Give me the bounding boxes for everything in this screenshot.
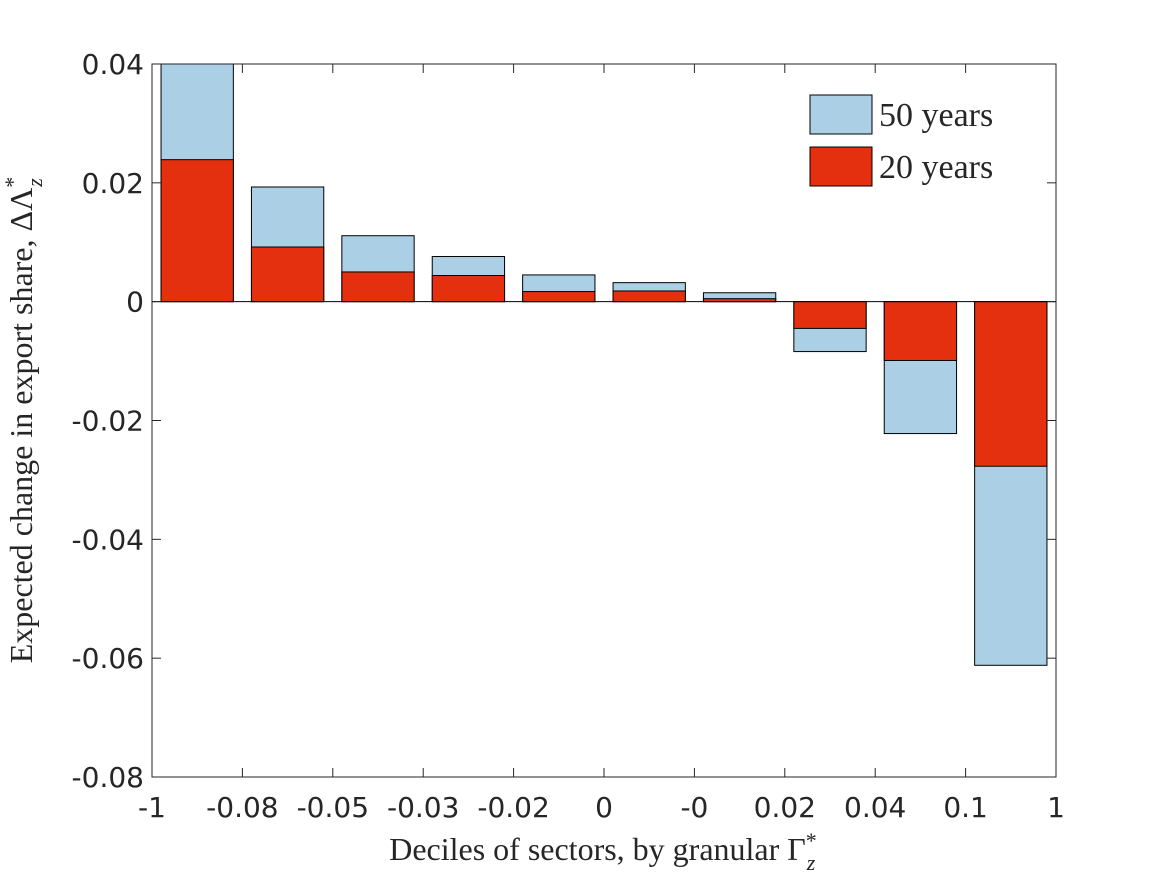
bar	[612, 290, 686, 303]
y-axis-label: Expected change in export share, ΔΛ*z	[0, 177, 47, 664]
bar	[974, 301, 1048, 467]
x-tick-label: 1	[1047, 791, 1065, 824]
y-tick-label: 0	[126, 286, 144, 319]
y-label-text: Expected change in export share, ΔΛ	[3, 188, 39, 664]
bar	[883, 301, 958, 361]
x-label-text: Deciles of sectors, by granular Γ	[389, 831, 806, 867]
legend-label: 50 years	[879, 97, 993, 134]
x-tick-label: -0.05	[297, 791, 369, 824]
y-tick-label: -0.06	[72, 642, 144, 675]
legend-swatch	[809, 146, 873, 187]
y-tick-label: -0.02	[72, 405, 144, 438]
x-tick-label: 0.1	[943, 791, 988, 824]
x-tick-label: 0.04	[844, 791, 906, 824]
y-tick-label: -0.04	[72, 523, 144, 556]
x-tick-label: 0	[595, 791, 613, 824]
bar	[160, 159, 234, 303]
y-label-sub: z	[22, 178, 47, 188]
bar	[250, 246, 325, 303]
x-tick-label: -0.03	[387, 791, 459, 824]
x-axis-label: Deciles of sectors, by granular Γ* z	[389, 828, 817, 875]
legend-swatch	[809, 94, 873, 135]
x-tick-label: -1	[138, 791, 166, 824]
x-tick-label: -0	[680, 791, 708, 824]
legend-label: 20 years	[879, 149, 993, 186]
y-tick-label: 0.02	[82, 167, 144, 200]
x-label-sup: *	[806, 828, 817, 853]
y-tick-label: 0.04	[82, 48, 144, 81]
bar	[431, 275, 506, 303]
x-tick-label: -0.02	[477, 791, 549, 824]
plot-area	[160, 64, 1048, 666]
x-tick-label: -0.08	[206, 791, 278, 824]
bar	[793, 301, 867, 329]
y-tick-label: -0.08	[72, 761, 144, 794]
x-label-sub: z	[806, 850, 816, 875]
x-tick-label: 0.02	[754, 791, 816, 824]
y-label-sup: *	[0, 177, 25, 188]
bar	[522, 291, 596, 303]
bar	[341, 271, 415, 303]
